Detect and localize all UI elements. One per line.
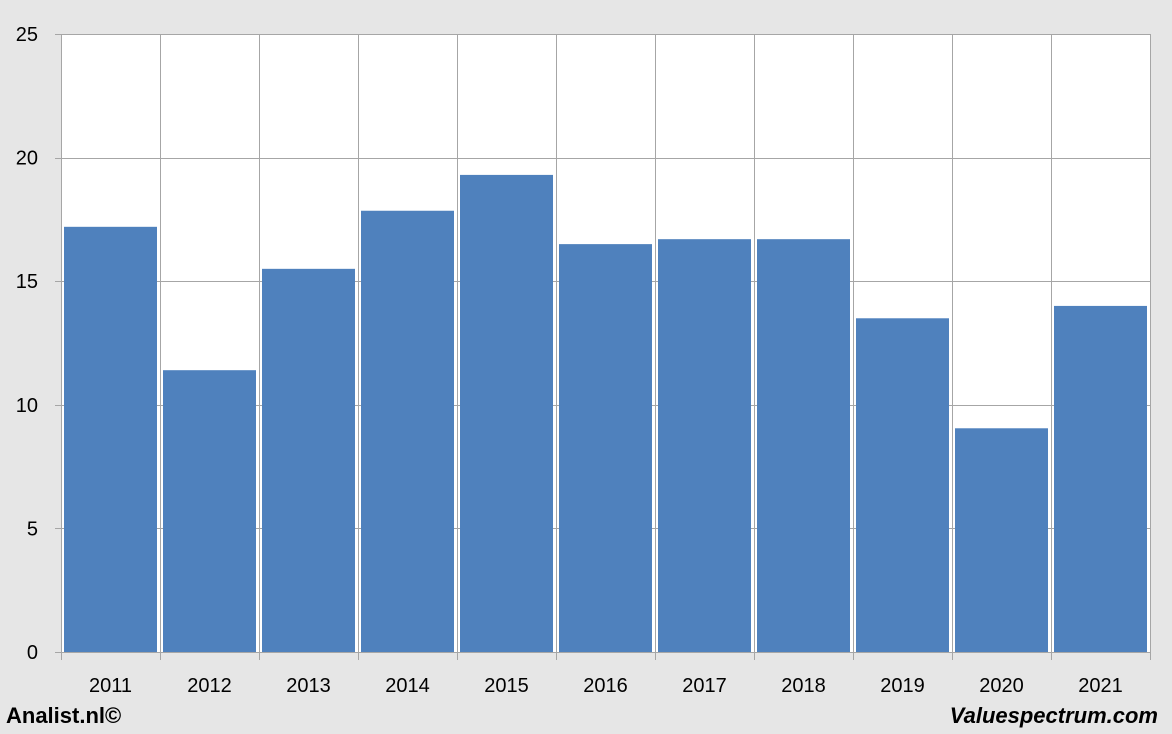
y-tick-labels: 0 5 10 15 20 25	[16, 24, 38, 664]
x-tick-label: 2018	[781, 675, 826, 697]
bar	[64, 226, 157, 653]
bar	[1054, 305, 1147, 652]
x-tick-label: 2013	[286, 675, 331, 697]
x-tick-label: 2019	[880, 675, 925, 697]
x-tick-labels: 2011 2012 2013 2014 2015 2016 2017 2018 2019 2020…	[89, 675, 1123, 697]
x-tick-label: 2014	[385, 675, 430, 697]
x-tick-label: 2020	[979, 675, 1024, 697]
x-tick-label: 2016	[583, 675, 628, 697]
bar	[856, 318, 949, 652]
y-tick-label: 10	[16, 395, 38, 417]
y-tick-label: 0	[27, 642, 38, 664]
footer-source-right: Valuespectrum.com	[949, 703, 1158, 728]
y-tick-label: 20	[16, 148, 38, 170]
x-tick-label: 2017	[682, 675, 727, 697]
y-tick-label: 15	[16, 271, 38, 293]
x-tick-label: 2021	[1078, 675, 1123, 697]
x-tick-label: 2012	[187, 675, 232, 697]
y-tick-label: 5	[27, 518, 38, 540]
bars	[64, 174, 1147, 653]
y-tick-label: 25	[16, 24, 38, 46]
footer-source-left: Analist.nl©	[6, 703, 122, 728]
bar	[460, 174, 553, 653]
bar	[757, 239, 850, 652]
bar	[163, 370, 256, 652]
bar	[559, 244, 652, 652]
x-tick-label: 2011	[89, 675, 132, 697]
x-tick-label: 2015	[484, 675, 529, 697]
bar	[658, 239, 751, 652]
bar	[955, 428, 1048, 652]
axes	[55, 34, 1151, 660]
bar	[361, 210, 454, 653]
bar	[262, 268, 355, 652]
